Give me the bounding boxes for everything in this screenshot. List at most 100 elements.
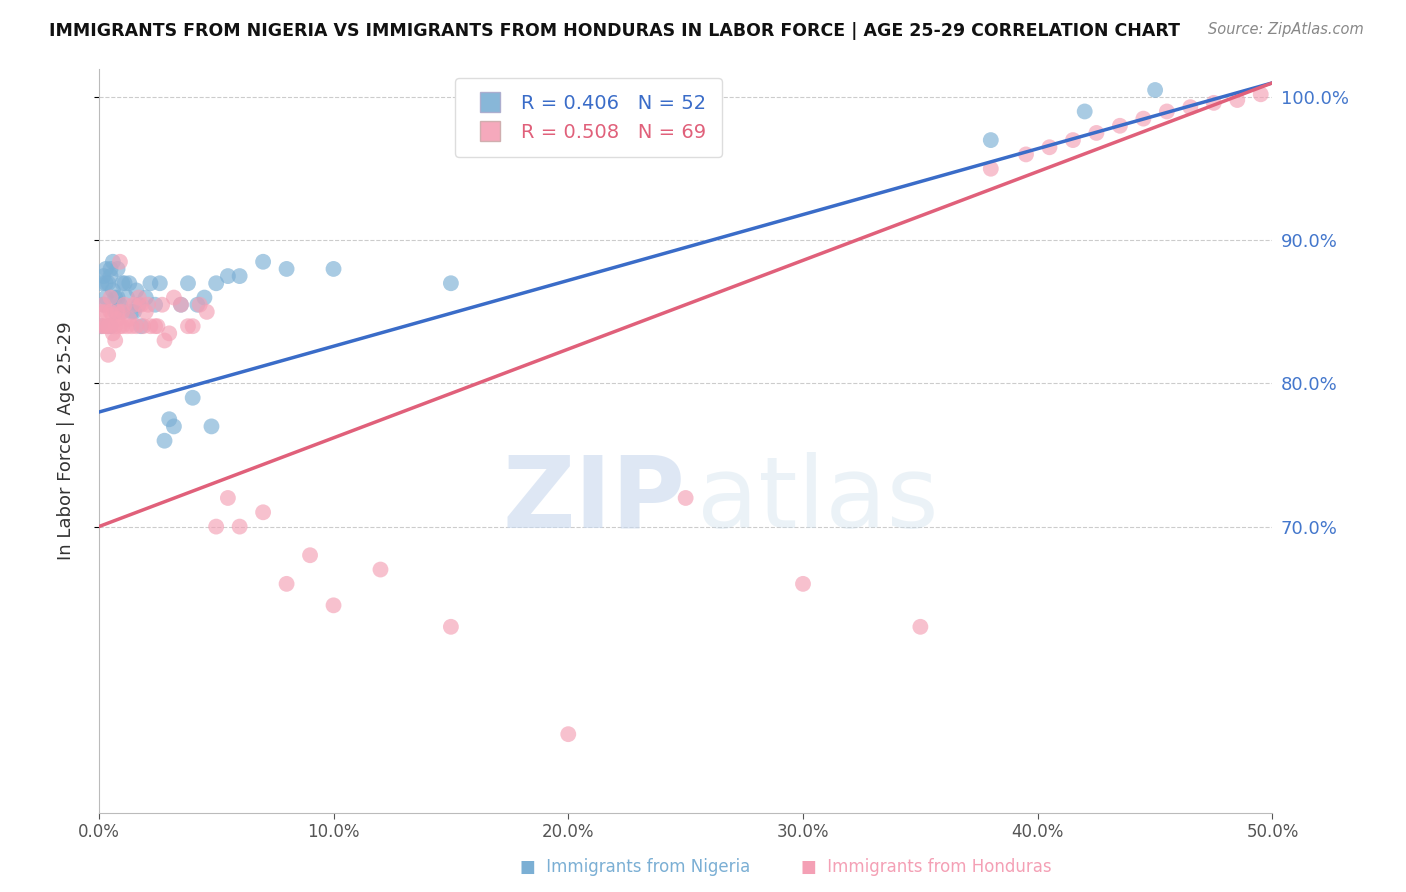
Point	[104, 334, 127, 348]
Point	[108, 319, 131, 334]
Point	[1156, 104, 1178, 119]
Point	[153, 334, 176, 348]
Point	[129, 319, 152, 334]
Point	[675, 491, 697, 505]
Point	[205, 277, 228, 291]
Point	[128, 298, 150, 312]
Point	[276, 261, 298, 276]
Point	[143, 319, 166, 334]
Point	[157, 326, 180, 341]
Point	[90, 277, 112, 291]
Point	[188, 298, 211, 312]
Point	[980, 133, 1002, 147]
Point	[217, 491, 239, 505]
Point	[107, 312, 129, 326]
Point	[136, 298, 159, 312]
Point	[100, 261, 122, 276]
Point	[107, 305, 129, 319]
Point	[94, 277, 117, 291]
Point	[1062, 133, 1084, 147]
Point	[118, 312, 141, 326]
Point	[121, 319, 143, 334]
Point	[1038, 140, 1060, 154]
Point	[97, 319, 120, 334]
Point	[228, 269, 250, 284]
Point	[1202, 95, 1225, 110]
Text: ■  Immigrants from Nigeria: ■ Immigrants from Nigeria	[520, 858, 751, 876]
Text: ■  Immigrants from Honduras: ■ Immigrants from Honduras	[801, 858, 1052, 876]
Point	[146, 319, 169, 334]
Point	[122, 298, 145, 312]
Point	[980, 161, 1002, 176]
Point	[121, 305, 143, 319]
Point	[181, 319, 204, 334]
Point	[93, 269, 115, 284]
Point	[93, 298, 115, 312]
Point	[114, 298, 136, 312]
Point	[792, 577, 814, 591]
Point	[122, 305, 145, 319]
Point	[1250, 87, 1272, 102]
Point	[177, 277, 200, 291]
Point	[170, 298, 193, 312]
Point	[135, 291, 157, 305]
Point	[93, 319, 115, 334]
Point	[90, 305, 112, 319]
Point	[440, 277, 463, 291]
Point	[93, 298, 115, 312]
Point	[1073, 104, 1095, 119]
Point	[128, 291, 150, 305]
Point	[104, 319, 127, 334]
Point	[135, 305, 157, 319]
Point	[125, 284, 148, 298]
Point	[143, 298, 166, 312]
Point	[101, 284, 124, 298]
Point	[177, 319, 200, 334]
Point	[153, 434, 176, 448]
Point	[181, 391, 204, 405]
Point	[97, 277, 120, 291]
Point	[111, 305, 134, 319]
Point	[557, 727, 579, 741]
Point	[90, 319, 112, 334]
Point	[107, 291, 129, 305]
Point	[94, 305, 117, 319]
Point	[101, 254, 124, 268]
Point	[149, 277, 172, 291]
Point	[107, 261, 129, 276]
Point	[115, 291, 138, 305]
Point	[94, 261, 117, 276]
Point	[132, 319, 155, 334]
Point	[1132, 112, 1154, 126]
Point	[322, 261, 344, 276]
Point	[114, 277, 136, 291]
Point	[90, 319, 112, 334]
Point	[1226, 93, 1249, 107]
Point	[170, 298, 193, 312]
Point	[104, 291, 127, 305]
Point	[97, 348, 120, 362]
Text: IMMIGRANTS FROM NIGERIA VS IMMIGRANTS FROM HONDURAS IN LABOR FORCE | AGE 25-29 C: IMMIGRANTS FROM NIGERIA VS IMMIGRANTS FR…	[49, 22, 1180, 40]
Point	[104, 305, 127, 319]
Point	[97, 319, 120, 334]
Text: ZIP: ZIP	[503, 451, 686, 549]
Point	[94, 319, 117, 334]
Point	[101, 308, 124, 322]
Point	[252, 505, 274, 519]
Point	[111, 319, 134, 334]
Point	[195, 305, 218, 319]
Point	[299, 548, 322, 562]
Legend: R = 0.406   N = 52, R = 0.508   N = 69: R = 0.406 N = 52, R = 0.508 N = 69	[454, 78, 721, 157]
Point	[228, 519, 250, 533]
Point	[100, 319, 122, 334]
Point	[370, 563, 392, 577]
Point	[205, 519, 228, 533]
Point	[100, 319, 122, 334]
Point	[163, 291, 186, 305]
Point	[1015, 147, 1038, 161]
Point	[108, 254, 131, 268]
Point	[118, 277, 141, 291]
Point	[1144, 83, 1167, 97]
Point	[910, 620, 932, 634]
Point	[157, 412, 180, 426]
